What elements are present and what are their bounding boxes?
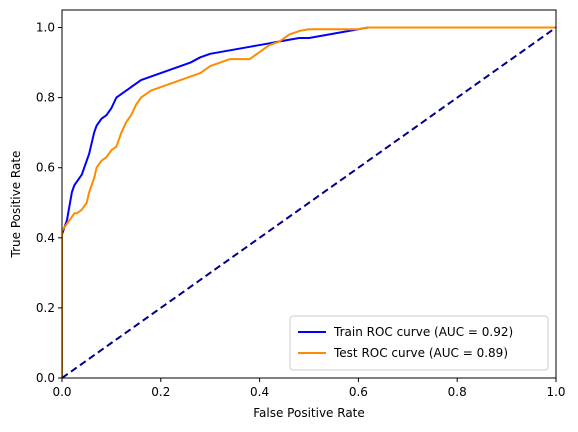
y-tick-label: 0.0 [36, 371, 55, 385]
y-tick-label: 0.4 [36, 231, 55, 245]
y-tick-label: 0.6 [36, 161, 55, 175]
x-axis-label: False Positive Rate [253, 406, 365, 420]
legend-label: Train ROC curve (AUC = 0.92) [333, 325, 513, 339]
x-axis: 0.0 0.2 0.4 0.6 0.8 1.0 [52, 378, 565, 399]
y-axis: 0.0 0.2 0.4 0.6 0.8 1.0 [36, 21, 62, 385]
x-tick-label: 0.2 [151, 385, 170, 399]
y-tick-label: 0.2 [36, 301, 55, 315]
x-tick-label: 1.0 [546, 385, 565, 399]
x-tick-label: 0.4 [250, 385, 269, 399]
y-tick-label: 0.8 [36, 91, 55, 105]
x-tick-label: 0.8 [448, 385, 467, 399]
y-axis-label: True Positive Rate [9, 151, 23, 259]
x-tick-label: 0.0 [52, 385, 71, 399]
x-tick-label: 0.6 [349, 385, 368, 399]
legend: Train ROC curve (AUC = 0.92) Test ROC cur… [290, 316, 548, 370]
y-tick-label: 1.0 [36, 21, 55, 35]
legend-label: Test ROC curve (AUC = 0.89) [333, 346, 508, 360]
